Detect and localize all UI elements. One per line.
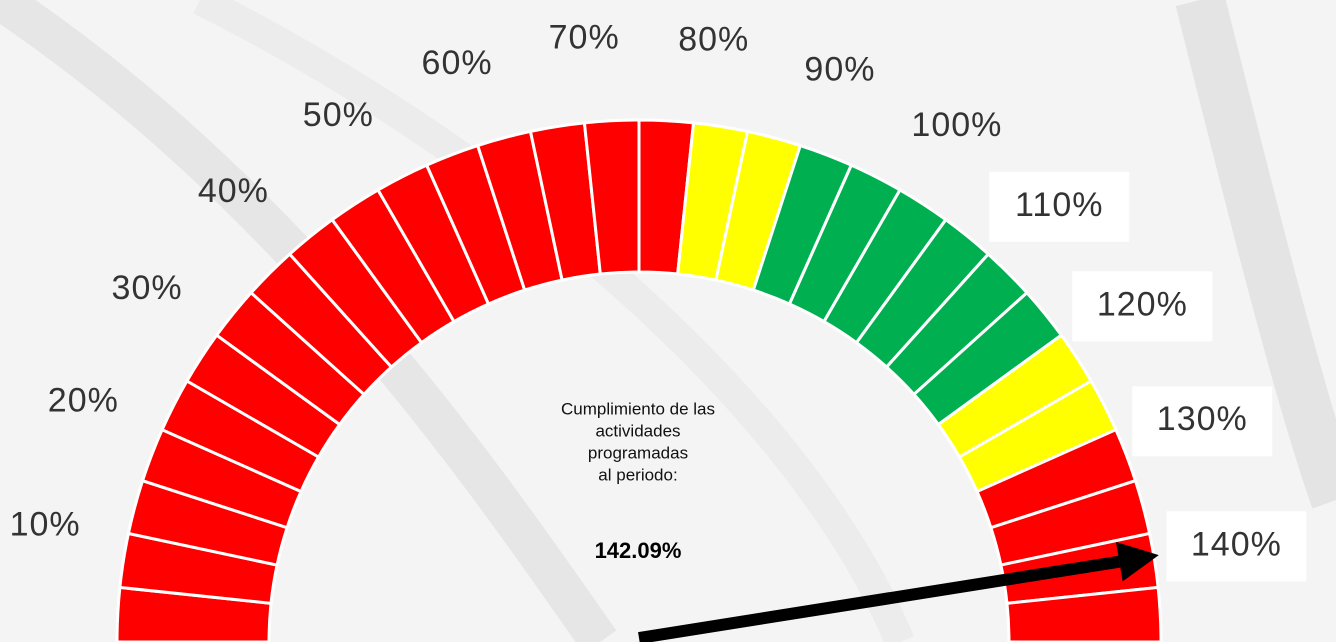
caption-line: actividades <box>595 421 680 440</box>
label-box <box>1132 386 1273 457</box>
tick-label: 120% <box>1097 285 1188 323</box>
value-label: 142.09% <box>595 538 682 563</box>
tick-label: 20% <box>48 382 119 420</box>
tick-label: 90% <box>804 50 875 88</box>
tick-label: 10% <box>10 506 81 544</box>
tick-label: 100% <box>911 106 1002 144</box>
tick-label: 40% <box>198 172 269 210</box>
tick-label: 140% <box>1191 525 1282 563</box>
tick-label: 130% <box>1157 400 1248 438</box>
caption-line: al periodo: <box>598 465 677 484</box>
caption-line: Cumplimiento de las <box>561 399 715 418</box>
tick-label: 30% <box>112 269 183 307</box>
tick-label: 70% <box>549 18 620 56</box>
tick-label: 80% <box>678 21 749 59</box>
label-box <box>1072 271 1213 342</box>
label-box <box>989 171 1130 242</box>
caption-line: programadas <box>588 443 688 462</box>
gauge-segment <box>1005 585 1163 642</box>
tick-label: 50% <box>303 96 374 134</box>
needle <box>638 541 1159 642</box>
tick-label: 60% <box>422 44 493 82</box>
label-box <box>1166 511 1307 582</box>
tick-label: 110% <box>1015 186 1103 224</box>
